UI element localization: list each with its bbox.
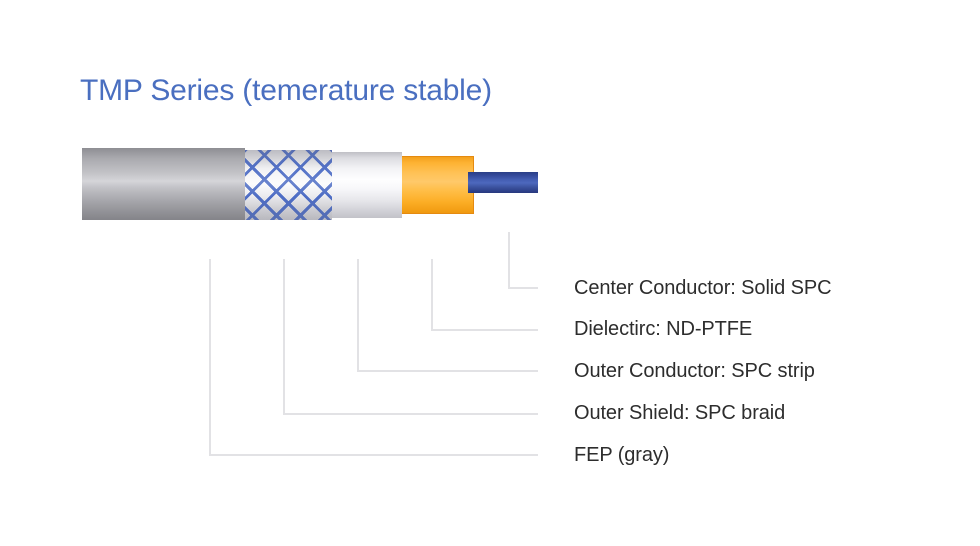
cable-layer-spc-strip-outer-conductor [402,156,474,214]
leader-line-center-conductor [508,232,538,289]
cable-layer-solid-spc-center-conductor [468,172,538,193]
callout-label-center-conductor: Center Conductor: Solid SPC [574,277,832,299]
leader-line-fep-jacket [209,259,538,456]
cable-layer-fep-jacket [82,148,245,220]
leader-line-outer-shield [283,259,538,415]
cable-layer-ptfe-dielectric [332,152,402,218]
page-title: TMP Series (temerature stable) [80,74,492,107]
callout-label-fep-jacket: FEP (gray) [574,444,670,466]
leader-line-outer-conductor [357,259,538,372]
callout-label-outer-shield: Outer Shield: SPC braid [574,402,786,424]
callout-label-outer-conductor: Outer Conductor: SPC strip [574,360,815,382]
callout-label-dielectric: Dielectirc: ND-PTFE [574,318,753,340]
leader-line-dielectric [431,259,538,331]
cable-layer-spc-braid-shield [245,150,332,220]
